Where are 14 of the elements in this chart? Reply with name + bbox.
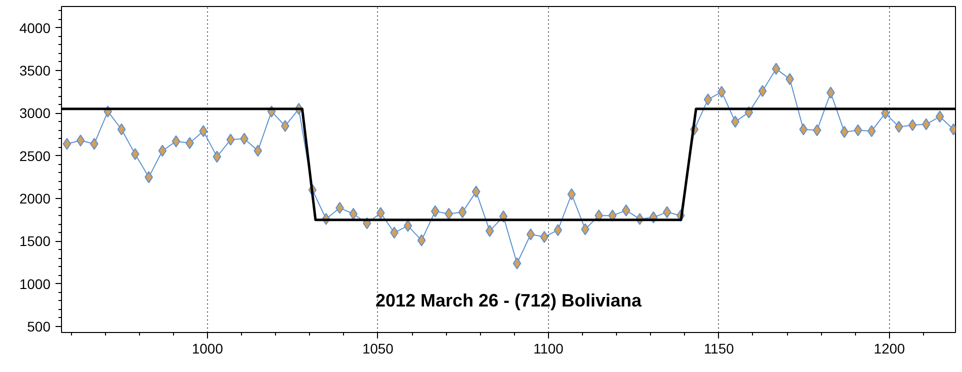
x-tick-label: 1000: [192, 340, 224, 356]
text: 2012 March 26 - (712) Boliviana: [375, 290, 643, 310]
x-tick-label: 1150: [704, 340, 734, 356]
y-tick-label: 3000: [19, 105, 51, 122]
y-tick-label: 4000: [19, 20, 51, 36]
y-tick-label: 1500: [19, 233, 51, 250]
x-tick-label: 1100: [533, 340, 564, 356]
y-tick-label: 1000: [19, 276, 51, 292]
y-tick-label: 3500: [19, 62, 51, 79]
x-tick-label: 1050: [362, 340, 394, 356]
y-tick-label: 2000: [19, 190, 51, 207]
x-tick-label: 1200: [874, 340, 906, 356]
y-tick-label: 2500: [19, 148, 51, 164]
y-tick-label: 500: [27, 318, 51, 335]
